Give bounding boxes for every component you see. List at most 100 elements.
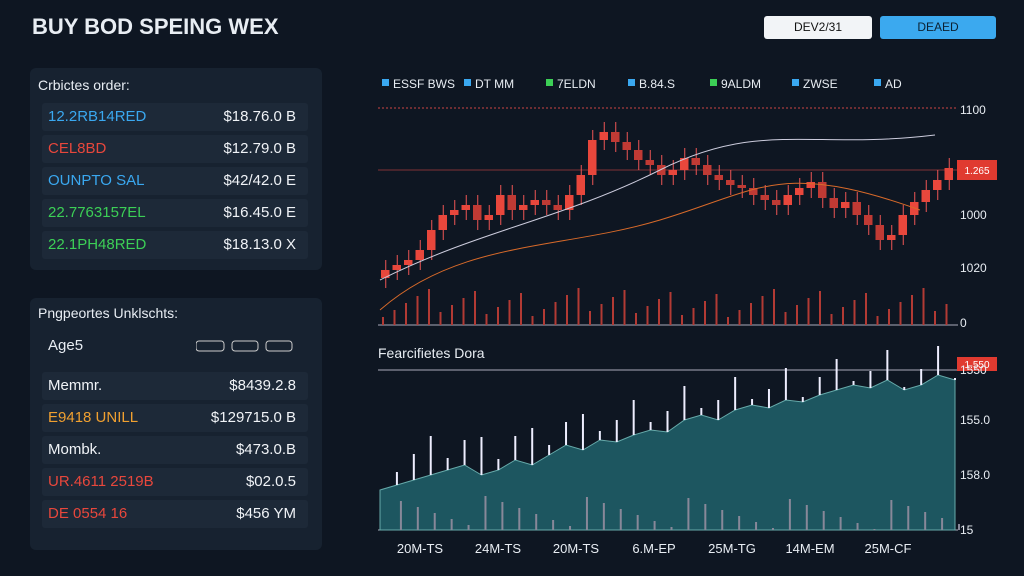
candle — [588, 140, 597, 175]
volume-bar — [876, 316, 879, 325]
order-value: $16.45.0 E — [223, 204, 296, 221]
volume-bar — [888, 309, 890, 325]
legend-label: ZWSE — [803, 77, 838, 91]
volume-bar — [543, 309, 545, 325]
property-label: DE 0554 16 — [48, 505, 128, 522]
action-button[interactable]: DEAED — [880, 16, 996, 39]
app-title: BUY BOD SPEING WEX — [32, 14, 279, 39]
candle — [553, 205, 562, 210]
property-label: UR.4611 2519B — [48, 473, 154, 490]
candle — [691, 158, 700, 165]
candle — [668, 170, 677, 175]
property-row: Memmr. $8439.2.8 — [42, 372, 308, 400]
candle — [875, 225, 884, 240]
x-label: 20M-TS — [397, 541, 444, 556]
volume-bar — [416, 296, 419, 325]
price-tag-label: 1.550 — [964, 360, 989, 371]
volume-bar — [715, 294, 718, 325]
property-value: $473.0.B — [235, 441, 296, 458]
candle — [933, 180, 942, 190]
volume-bar — [428, 289, 430, 325]
candle — [921, 190, 930, 202]
property-value: $02.0.5 — [245, 473, 296, 490]
legend-label: 7ELDN — [557, 77, 596, 91]
volume-bar — [761, 296, 764, 325]
candle — [726, 180, 735, 185]
volume-bar — [738, 310, 741, 325]
legend-swatch — [382, 79, 389, 86]
volume-bar — [853, 300, 856, 325]
orders-panel: Crbictes order: 12.2RB14RED $18.76.0 B CEL… — [30, 68, 322, 270]
candle — [519, 205, 528, 210]
candle — [542, 200, 551, 205]
order-row: CEL8BD $12.79.0 B — [42, 135, 308, 163]
candle — [760, 195, 769, 200]
volume-bar — [911, 295, 913, 325]
x-label: 25M-CF — [865, 541, 912, 556]
y-label: 1020 — [960, 261, 987, 275]
candle — [507, 195, 516, 210]
candle — [496, 195, 505, 215]
volume-bar — [727, 317, 729, 325]
volume-bar — [485, 314, 488, 325]
y-label: 1000 — [960, 208, 987, 222]
volume-bar — [589, 311, 591, 325]
y-label: 1100 — [960, 103, 986, 117]
candle — [818, 182, 827, 198]
candle — [427, 230, 436, 250]
legend-swatch — [792, 79, 799, 86]
candle — [714, 175, 723, 180]
volume-bar — [784, 312, 787, 325]
volume-bar — [635, 313, 637, 325]
legend-label: B.84.S — [639, 77, 675, 91]
order-row: OUNPTO SAL $42/42.0 E — [42, 167, 308, 195]
volume-bar — [819, 291, 821, 325]
panel-title: Crbictes order: — [38, 77, 130, 93]
legend-swatch — [874, 79, 881, 86]
order-value: $18.13.0 X — [223, 236, 296, 253]
date-button[interactable]: DEV2/31 — [764, 16, 872, 39]
candle — [737, 185, 746, 188]
properties-panel: Pngpeortes Unklschts: Age5 Memmr. $8439.2… — [30, 298, 322, 550]
order-row: 22.7763157EL $16.45.0 E — [42, 199, 308, 227]
candle — [806, 182, 815, 188]
y-label: 158.0 — [960, 468, 990, 482]
chart-title: Fearcifietes Dora — [378, 345, 485, 361]
volume-bar — [646, 306, 649, 325]
order-label: 22.7763157EL — [48, 204, 146, 221]
candle — [404, 260, 413, 265]
charts: 1.265 1.550 Fearcifietes Dora ESSF BWS DT… — [378, 77, 997, 556]
volume-bar — [439, 312, 442, 325]
volume-bar — [842, 307, 844, 325]
volume-bar — [669, 292, 672, 325]
legend-swatch — [546, 79, 553, 86]
y-label: 155.0 — [960, 413, 990, 427]
volume-bar — [807, 298, 810, 325]
property-row: UR.4611 2519B $02.0.5 — [42, 468, 308, 496]
property-row: E9418 UNILL $129715.0 B — [42, 404, 308, 432]
candle — [450, 210, 459, 215]
property-label: E9418 UNILL — [48, 409, 139, 426]
volume-bar — [520, 293, 522, 325]
candle — [887, 235, 896, 240]
volume-bar — [704, 301, 706, 325]
volume-bar — [393, 310, 396, 325]
property-row: Mombk. $473.0.B — [42, 436, 308, 464]
volume-bar — [796, 305, 798, 325]
candle — [530, 200, 539, 205]
candle — [829, 198, 838, 208]
moving-average — [379, 182, 921, 311]
candle — [611, 132, 620, 142]
x-label: 25M-TG — [708, 541, 756, 556]
order-value: $18.76.0 B — [223, 108, 296, 125]
volume-bar — [474, 291, 476, 325]
candle — [657, 165, 666, 175]
candle — [565, 195, 574, 210]
volume-bar — [934, 311, 936, 325]
volume-bar — [830, 314, 833, 325]
volume-bar — [773, 289, 775, 325]
volume-bar — [681, 315, 683, 325]
order-label: 22.1PH48RED — [48, 236, 147, 253]
candle — [944, 168, 953, 180]
volume-bar — [865, 293, 867, 325]
